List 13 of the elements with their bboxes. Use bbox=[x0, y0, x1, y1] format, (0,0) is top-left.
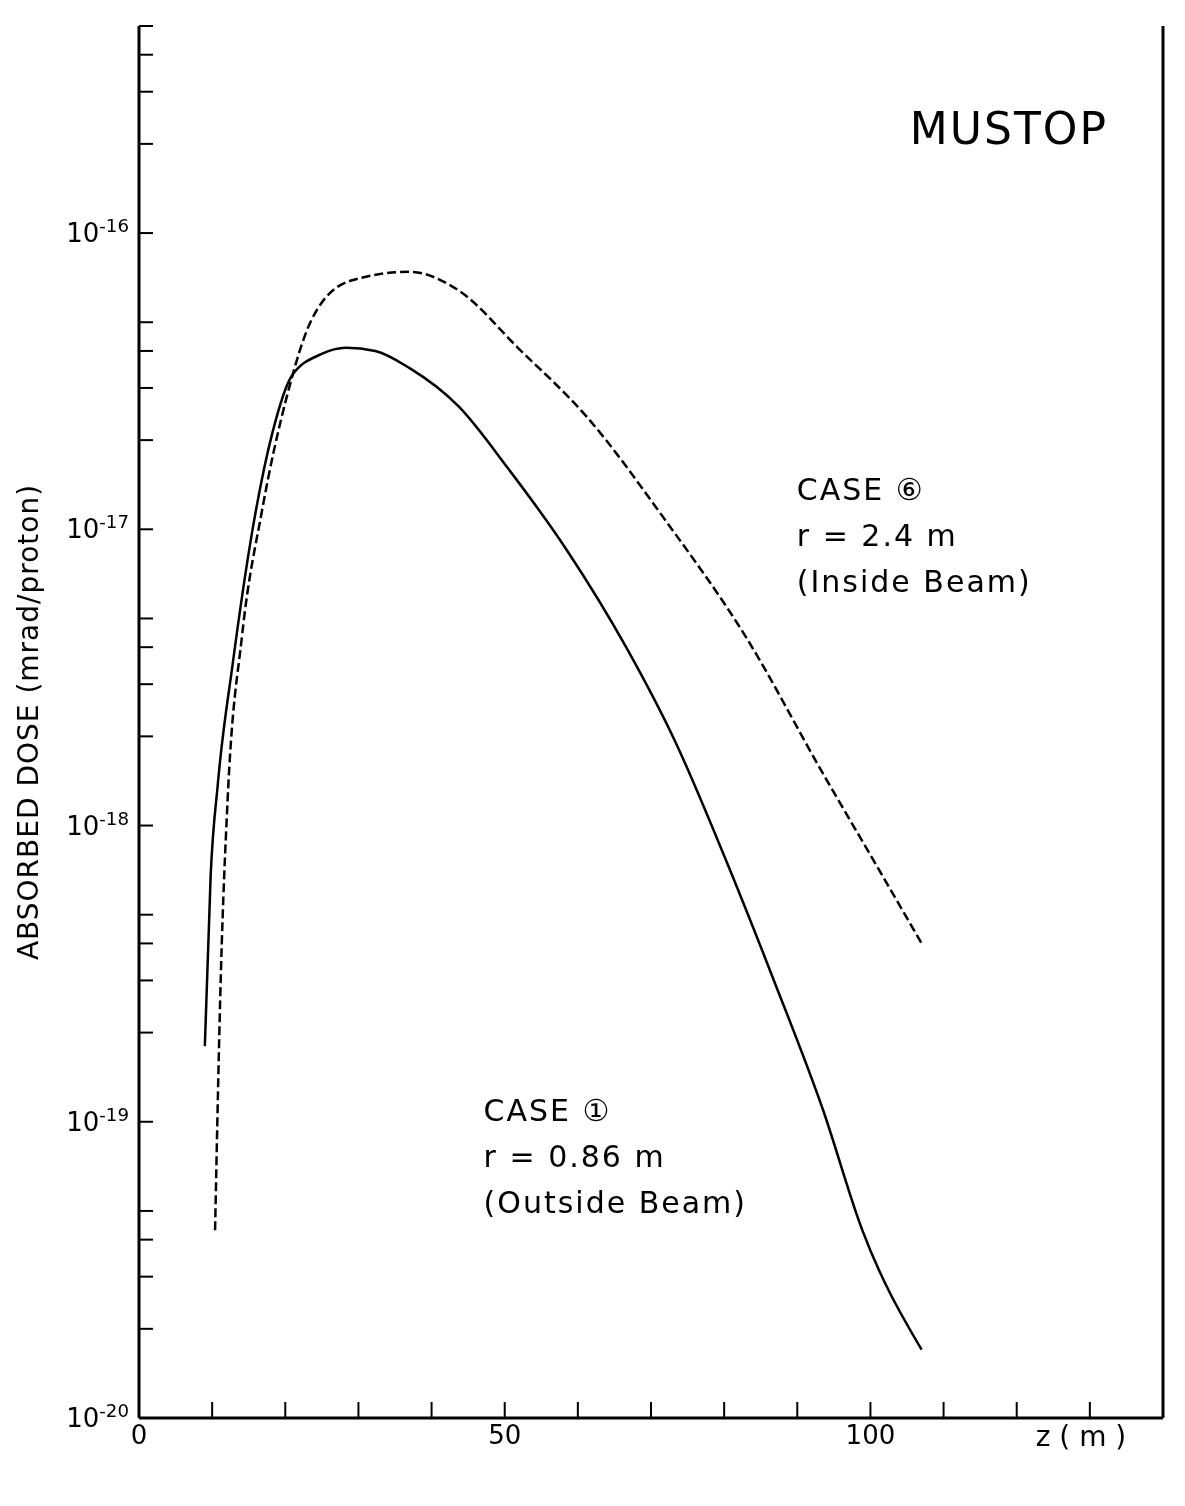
y-tick-label: 10$^{-17}$ bbox=[66, 510, 129, 545]
annotation: CASE ⑥ r = 2.4 m (Inside Beam) bbox=[796, 470, 1032, 601]
annotation: CASE ① r = 0.86 m (Outside Beam) bbox=[483, 1092, 748, 1223]
x-tick-label: 0 bbox=[130, 1420, 148, 1450]
x-axis-title: z ( m ) bbox=[1035, 1420, 1127, 1453]
y-tick-label: 10$^{-18}$ bbox=[66, 807, 129, 841]
text: MUSTOP bbox=[909, 103, 1108, 154]
x-tick-label: 100 bbox=[845, 1420, 896, 1450]
x-tick-label: 50 bbox=[488, 1420, 522, 1450]
y-axis-title: ABSORBED DOSE (mrad/proton) bbox=[11, 483, 45, 961]
y-tick-label: 10$^{-19}$ bbox=[66, 1103, 129, 1137]
y-tick-label: 10$^{-16}$ bbox=[66, 214, 129, 249]
y-tick-label: 10$^{-20}$ bbox=[66, 1399, 129, 1433]
